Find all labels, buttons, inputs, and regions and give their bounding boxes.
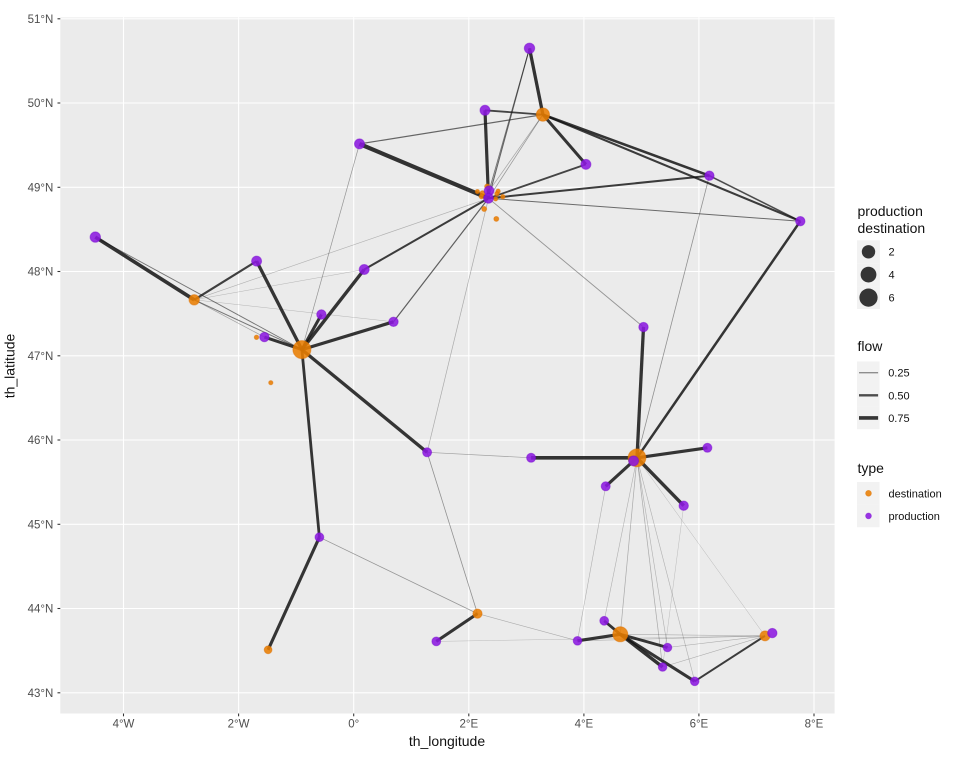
svg-text:type: type [858, 460, 885, 476]
svg-text:0°: 0° [348, 719, 359, 731]
svg-text:0.25: 0.25 [888, 368, 909, 380]
svg-text:50°N: 50°N [28, 98, 54, 110]
svg-text:4°W: 4°W [113, 719, 135, 731]
svg-text:4°E: 4°E [575, 719, 594, 731]
svg-text:2°E: 2°E [459, 719, 478, 731]
svg-text:production: production [858, 203, 923, 219]
svg-text:flow: flow [858, 338, 884, 354]
svg-text:48°N: 48°N [28, 267, 54, 279]
svg-text:destination: destination [889, 488, 942, 500]
svg-text:2: 2 [889, 247, 895, 259]
svg-text:0.75: 0.75 [888, 413, 909, 425]
svg-text:44°N: 44°N [28, 604, 54, 616]
svg-text:51°N: 51°N [28, 14, 54, 26]
svg-text:45°N: 45°N [28, 519, 54, 531]
svg-text:4: 4 [889, 270, 895, 282]
svg-text:production: production [889, 511, 940, 523]
svg-text:43°N: 43°N [28, 688, 54, 700]
svg-text:th_longitude: th_longitude [409, 733, 486, 749]
svg-text:th_latitude: th_latitude [2, 333, 18, 398]
svg-text:6°E: 6°E [690, 719, 709, 731]
svg-text:0.50: 0.50 [888, 390, 909, 402]
svg-text:47°N: 47°N [28, 351, 54, 363]
svg-text:46°N: 46°N [28, 435, 54, 447]
svg-text:49°N: 49°N [28, 182, 54, 194]
svg-text:2°W: 2°W [228, 719, 250, 731]
svg-text:8°E: 8°E [805, 719, 824, 731]
svg-text:6: 6 [889, 293, 895, 305]
svg-text:destination: destination [858, 220, 926, 236]
